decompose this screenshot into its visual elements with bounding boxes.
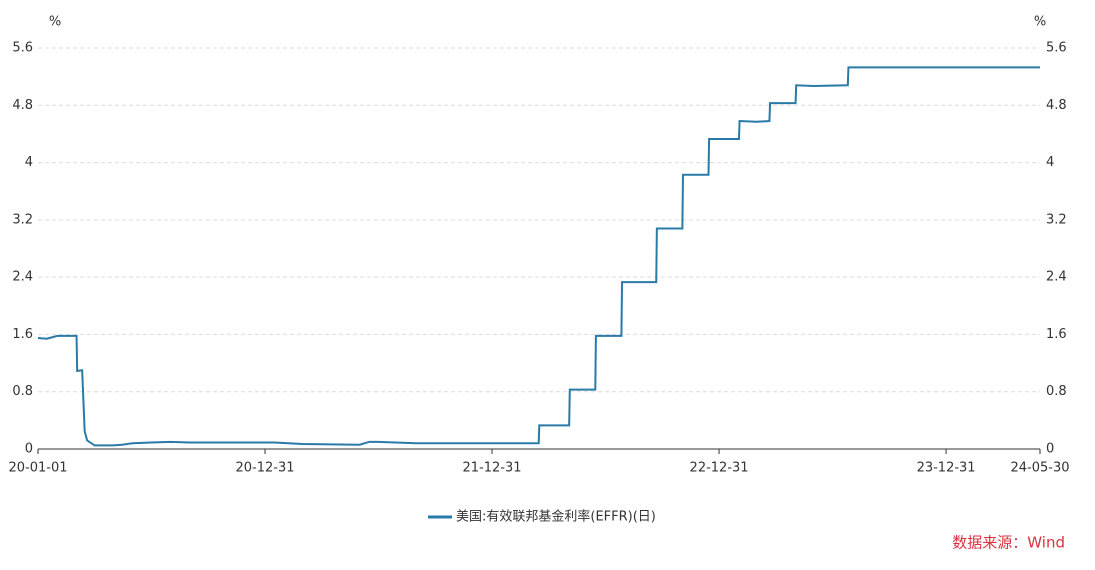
y-tick-label: 3.2 xyxy=(12,212,33,227)
y2-tick-label: 4.8 xyxy=(1046,98,1067,113)
y-unit-right: % xyxy=(1034,15,1046,30)
x-tick-label: 20-01-01 xyxy=(8,461,67,476)
y-tick-label: 0 xyxy=(25,442,33,457)
x-tick-label: 22-12-31 xyxy=(690,461,749,476)
y-tick-label: 4 xyxy=(25,155,33,170)
x-tick-label: 23-12-31 xyxy=(917,461,976,476)
y2-tick-label: 4 xyxy=(1046,155,1054,170)
y2-tick-label: 3.2 xyxy=(1046,212,1067,227)
y-tick-label: 1.6 xyxy=(12,327,33,342)
legend-label: 美国:有效联邦基金利率(EFFR)(日) xyxy=(456,509,656,525)
line-series xyxy=(37,66,1040,447)
x-tick-label: 24-05-30 xyxy=(1010,461,1069,476)
y-tick-label: 0.8 xyxy=(12,384,33,399)
y-tick-label: 5.6 xyxy=(12,41,33,56)
y2-tick-label: 5.6 xyxy=(1046,41,1067,56)
x-tick-label: 21-12-31 xyxy=(463,461,522,476)
y2-tick-label: 1.6 xyxy=(1046,327,1067,342)
y-tick-label: 4.8 xyxy=(12,98,33,113)
y-tick-label: 2.4 xyxy=(12,270,33,285)
y2-tick-label: 0 xyxy=(1046,442,1054,457)
y2-tick-label: 2.4 xyxy=(1046,270,1067,285)
y2-tick-label: 0.8 xyxy=(1046,384,1067,399)
y-unit-left: % xyxy=(49,15,61,30)
x-tick-label: 20-12-31 xyxy=(236,461,295,476)
source: 数据来源：Wind xyxy=(952,534,1065,552)
